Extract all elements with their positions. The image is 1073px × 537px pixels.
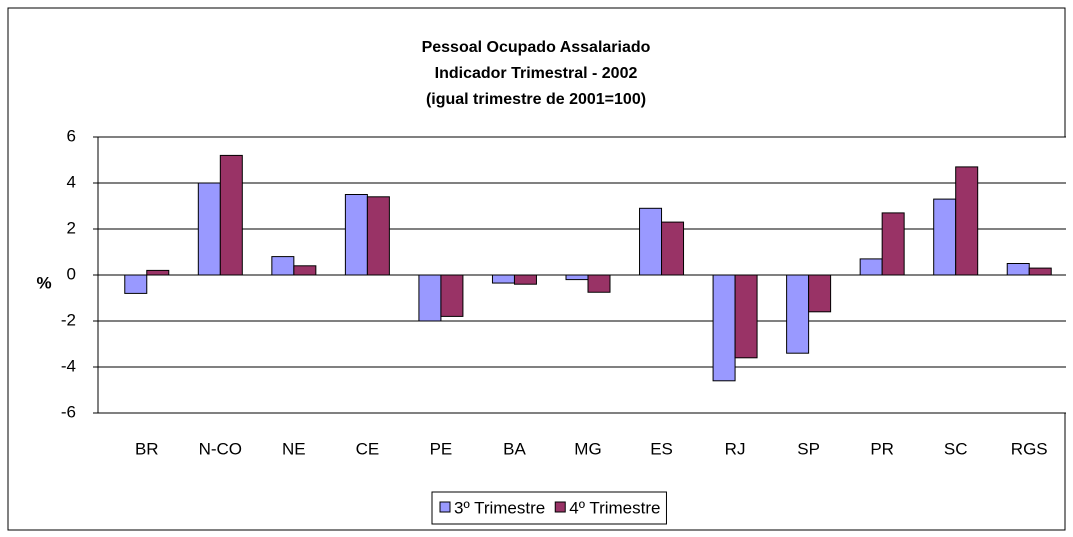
bar <box>1028 267 1052 276</box>
x-tick-label: PR <box>870 439 894 458</box>
x-tick-label: ES <box>650 439 673 458</box>
bar <box>197 182 221 276</box>
y-tick-label: 2 <box>67 218 76 237</box>
x-tick-label: BR <box>135 439 159 458</box>
chart-subtitle: Indicador Trimestral - 2002 <box>435 65 638 82</box>
bar <box>808 274 832 313</box>
y-tick-label: 6 <box>67 126 76 145</box>
bar <box>271 256 295 276</box>
bar <box>146 269 170 276</box>
legend-label: 3º Trimestre <box>454 498 545 517</box>
x-tick-label: NE <box>282 439 306 458</box>
x-tick-label: SC <box>944 439 968 458</box>
bar <box>344 194 368 276</box>
bar <box>955 166 979 276</box>
y-tick-label: -6 <box>61 402 76 421</box>
bar <box>639 207 663 276</box>
bar <box>440 274 464 317</box>
legend-label: 4º Trimestre <box>569 498 660 517</box>
y-tick-label: 0 <box>67 264 76 283</box>
chart-title: Pessoal Ocupado Assalariado <box>422 39 651 56</box>
bar <box>565 274 589 281</box>
y-tick-label: -4 <box>61 356 76 375</box>
bar <box>587 274 611 293</box>
bar <box>1006 263 1030 276</box>
y-tick-label: -2 <box>61 310 76 329</box>
y-axis-label: % <box>36 273 51 292</box>
bar <box>124 274 148 294</box>
bar <box>786 274 810 354</box>
bar <box>859 258 883 276</box>
bar <box>293 265 317 276</box>
bar <box>513 274 537 285</box>
bar <box>366 196 390 276</box>
bar <box>661 221 685 276</box>
x-tick-label: PE <box>430 439 453 458</box>
bar <box>933 198 957 276</box>
bar <box>734 274 758 359</box>
bar <box>712 274 736 382</box>
bar <box>881 212 905 276</box>
bar <box>219 154 243 276</box>
x-tick-label: RGS <box>1011 439 1048 458</box>
x-tick-label: SP <box>797 439 820 458</box>
bar <box>491 274 515 284</box>
x-tick-label: BA <box>503 439 526 458</box>
bar <box>418 274 442 322</box>
legend-swatch <box>554 501 566 513</box>
x-tick-label: RJ <box>725 439 746 458</box>
y-tick-label: 4 <box>67 172 76 191</box>
legend-swatch <box>439 501 451 513</box>
x-tick-label: MG <box>574 439 601 458</box>
legend-box <box>431 491 667 525</box>
x-tick-label: N-CO <box>199 439 242 458</box>
x-tick-label: CE <box>356 439 380 458</box>
chart-note: (igual trimestre de 2001=100) <box>426 91 646 108</box>
